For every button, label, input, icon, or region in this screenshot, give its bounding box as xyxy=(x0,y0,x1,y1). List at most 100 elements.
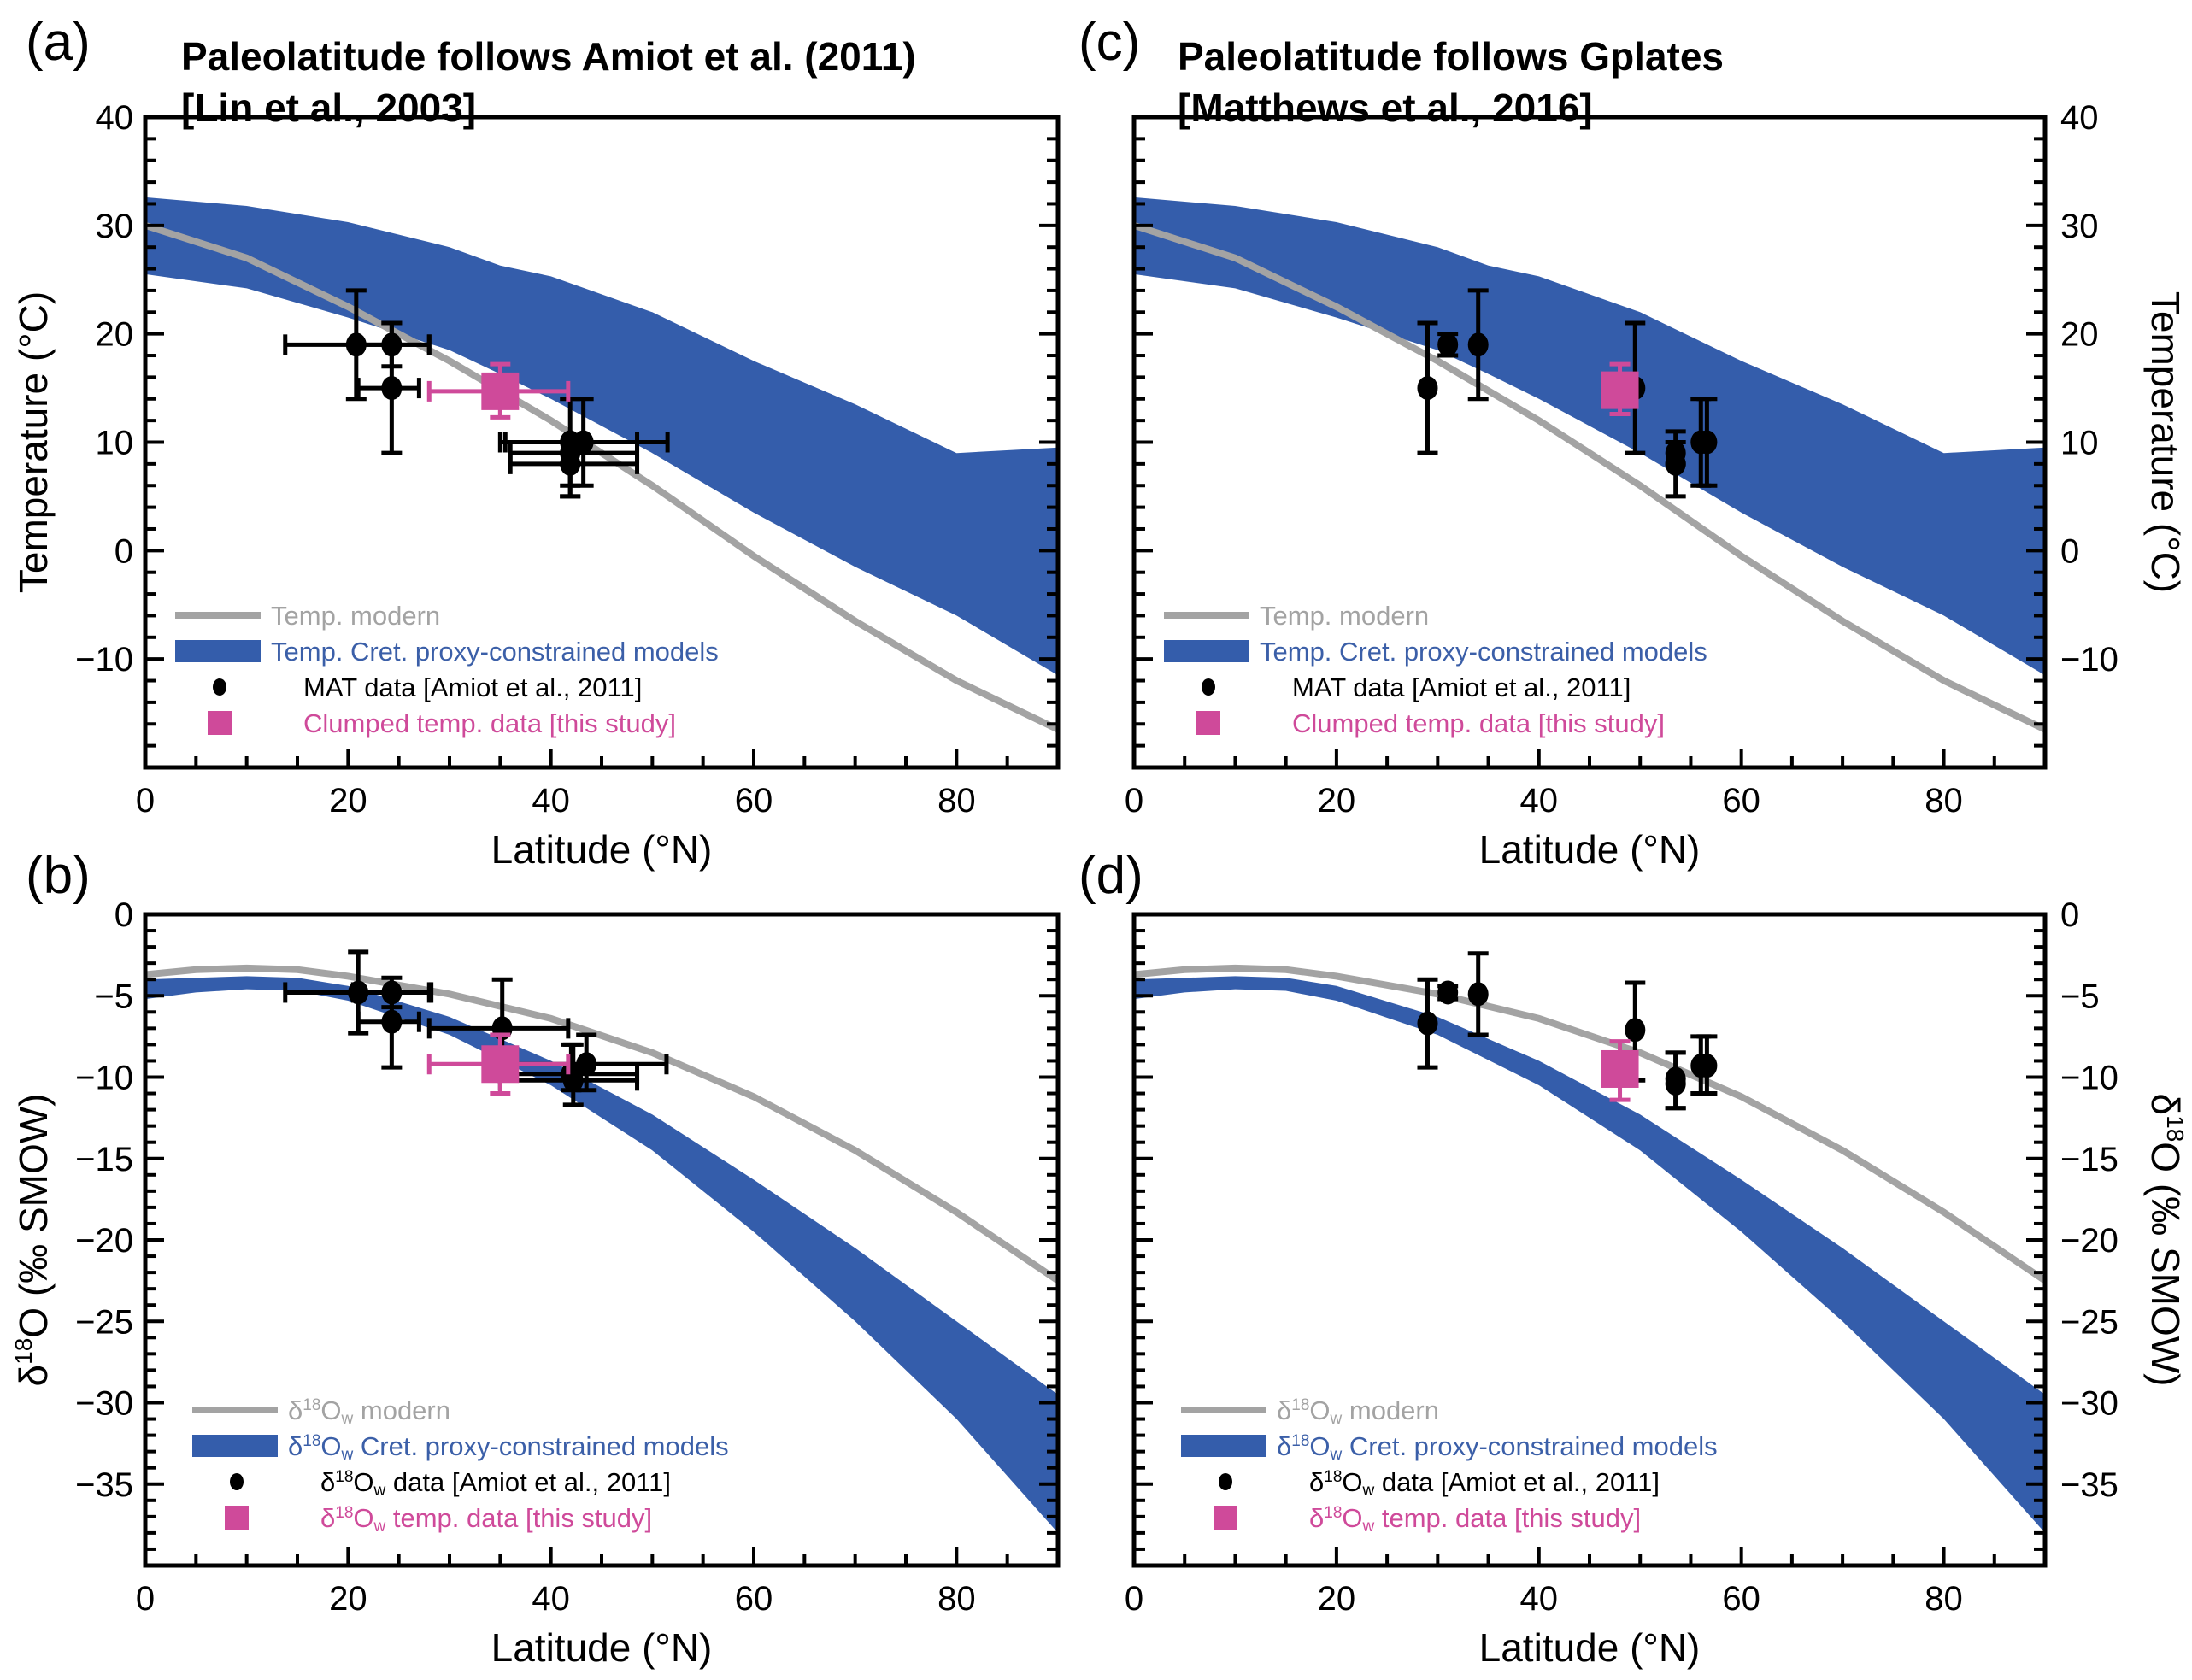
data-point xyxy=(1696,397,1718,488)
y-tick-label: −20 xyxy=(2060,1222,2119,1260)
y-tick-label: −5 xyxy=(2060,978,2100,1015)
legend-label: Clumped temp. data [this study] xyxy=(1292,708,1665,738)
y-axis-label: δ18O (‰ SMOW) xyxy=(10,1094,56,1387)
this-study-point xyxy=(1601,361,1639,417)
y-tick-label: −25 xyxy=(2060,1303,2119,1341)
data-point xyxy=(1437,332,1459,358)
y-tick-label: 20 xyxy=(2060,316,2099,354)
x-tick-label: 60 xyxy=(735,1580,773,1618)
panel-title: [Matthews et al., 2016] xyxy=(1178,85,1593,130)
legend-label: δ18Ow data [Amiot et al., 2011] xyxy=(320,1467,671,1500)
legend-item: δ18Ow Cret. proxy-constrained models xyxy=(1181,1431,1718,1464)
panel-title: Paleolatitude follows Amiot et al. (2011… xyxy=(181,34,916,79)
legend-item: Temp. Cret. proxy-constrained models xyxy=(175,637,719,667)
x-tick-label: 0 xyxy=(136,1580,155,1618)
data-point xyxy=(1437,980,1459,1005)
this-study-point xyxy=(426,361,571,420)
legend-item: Temp. modern xyxy=(175,601,440,631)
panel-c: 0 20 40 60 80 −10 0 10 20 30 40 Latitude (°N) Temper… xyxy=(1078,13,2188,872)
this-study-marker xyxy=(1601,1049,1639,1088)
y-tick-label: 10 xyxy=(96,425,134,462)
data-point xyxy=(1696,1034,1718,1096)
data-marker xyxy=(1696,1054,1718,1078)
x-axis-label: Latitude (°N) xyxy=(1479,827,1701,872)
data-point xyxy=(1467,288,1489,402)
legend-item: δ18Ow temp. data [this study] xyxy=(1214,1503,1641,1536)
panel-letter: (b) xyxy=(26,846,91,905)
panel-d: 0 20 40 60 80 −35 −30 −25 −20 −15 −10 −5 0 Latitude (… xyxy=(1078,846,2189,1670)
modern-curve xyxy=(145,964,1058,1283)
data-marker xyxy=(381,376,403,401)
data-marker xyxy=(1665,1072,1686,1096)
legend-label: Temp. Cret. proxy-constrained models xyxy=(1260,637,1707,667)
legend-label: Temp. Cret. proxy-constrained models xyxy=(271,637,719,667)
x-tick-label: 20 xyxy=(329,1580,367,1618)
y-tick-label: 30 xyxy=(96,208,134,245)
legend: Temp. modern Temp. Cret. proxy-constraine… xyxy=(1164,601,1707,738)
legend-band-swatch xyxy=(1164,640,1249,662)
panel-b: 0 20 40 60 80 −35 −30 −25 −20 −15 −10 −5 0 Latitude (… xyxy=(10,846,1061,1670)
y-tick-label: −15 xyxy=(2060,1141,2119,1178)
panel-letter: (a) xyxy=(26,13,91,72)
legend-band-swatch xyxy=(192,1435,278,1457)
y-tick-label: −10 xyxy=(2060,641,2119,678)
this-study-marker xyxy=(481,1045,520,1084)
data-marker xyxy=(1467,982,1489,1007)
data-marker xyxy=(560,451,581,476)
legend-label: MAT data [Amiot et al., 2011] xyxy=(303,673,642,702)
this-study-marker xyxy=(1601,371,1639,409)
data-marker xyxy=(1665,451,1686,476)
legend-square-swatch xyxy=(1196,711,1220,735)
legend-square-swatch xyxy=(1214,1506,1237,1530)
data-point xyxy=(1665,1050,1686,1111)
data-marker xyxy=(1437,332,1459,357)
x-tick-label: 40 xyxy=(1520,1580,1559,1618)
plot-area xyxy=(145,197,1058,733)
legend-item: δ18Ow data [Amiot et al., 2011] xyxy=(230,1467,671,1500)
legend-label: δ18Ow temp. data [this study] xyxy=(1309,1503,1641,1536)
y-tick-label: 0 xyxy=(115,896,133,934)
x-tick-label: 80 xyxy=(1925,1580,1963,1618)
x-tick-label: 0 xyxy=(1125,782,1143,819)
x-tick-label: 0 xyxy=(136,782,155,819)
y-tick-label: 20 xyxy=(96,316,134,354)
legend-dot-swatch xyxy=(1202,678,1215,696)
data-point xyxy=(508,440,640,499)
y-tick-label: −20 xyxy=(75,1222,133,1260)
legend: Temp. modern Temp. Cret. proxy-constraine… xyxy=(175,601,719,738)
legend-item: δ18Ow temp. data [this study] xyxy=(225,1503,652,1536)
legend-label: δ18Ow Cret. proxy-constrained models xyxy=(288,1431,729,1464)
data-marker xyxy=(576,1052,597,1077)
legend-item: Clumped temp. data [this study] xyxy=(1196,708,1665,738)
legend-item: δ18Ow modern xyxy=(192,1395,450,1428)
panel-title: Paleolatitude follows Gplates xyxy=(1178,34,1724,79)
panel-letter: (d) xyxy=(1078,846,1143,905)
y-tick-label: 40 xyxy=(96,99,134,137)
y-tick-label: 10 xyxy=(2060,425,2099,462)
legend-item: Clumped temp. data [this study] xyxy=(208,708,676,738)
legend-square-swatch xyxy=(208,711,232,735)
data-point xyxy=(356,990,421,1070)
legend-label: δ18Ow modern xyxy=(288,1395,450,1428)
modern-curve xyxy=(1134,964,2045,1283)
legend-label: δ18Ow data [Amiot et al., 2011] xyxy=(1309,1467,1660,1500)
data-marker xyxy=(1625,1018,1646,1043)
legend-label: Temp. modern xyxy=(271,601,440,631)
legend-item: δ18Ow Cret. proxy-constrained models xyxy=(192,1431,729,1464)
legend-label: MAT data [Amiot et al., 2011] xyxy=(1292,673,1631,702)
x-axis-label: Latitude (°N) xyxy=(1479,1625,1701,1670)
legend-label: δ18Ow temp. data [this study] xyxy=(320,1503,652,1536)
x-tick-label: 20 xyxy=(329,782,367,819)
data-point xyxy=(1665,440,1686,499)
legend-item: δ18Ow data [Amiot et al., 2011] xyxy=(1219,1467,1660,1500)
y-axis-label: Temperature (°C) xyxy=(11,291,56,593)
y-tick-label: −35 xyxy=(2060,1466,2119,1504)
y-tick-label: 0 xyxy=(2060,532,2079,570)
panel-letter: (c) xyxy=(1078,13,1140,72)
y-axis-label: δ18O (‰ SMOW) xyxy=(2143,1094,2189,1387)
data-point xyxy=(1417,320,1438,455)
plot-area xyxy=(1134,197,2045,733)
y-tick-label: −10 xyxy=(75,1060,133,1097)
data-point xyxy=(356,320,421,455)
